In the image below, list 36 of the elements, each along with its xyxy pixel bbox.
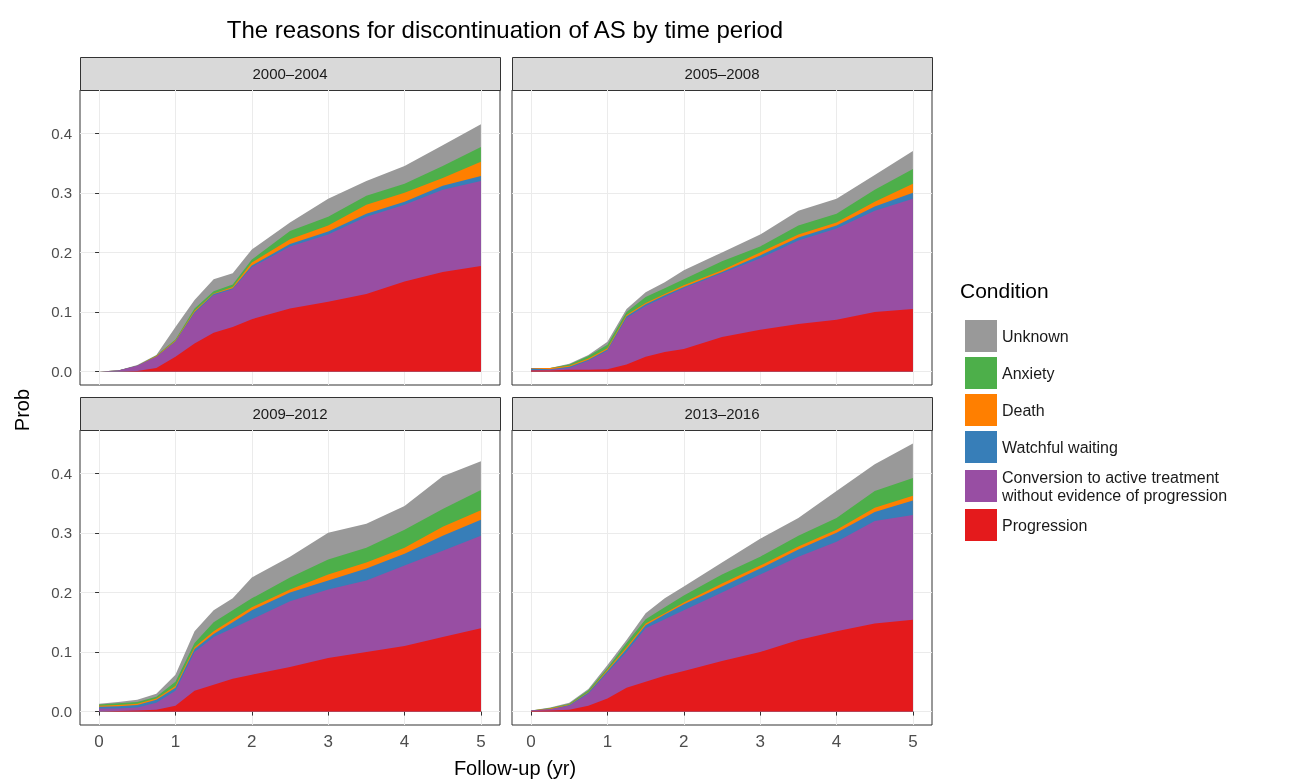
legend-label: Conversion to active treatment without evidence of progression (1001, 468, 1228, 504)
legend-title: Condition (960, 278, 1049, 302)
legend-label: Progression (1002, 516, 1088, 534)
x-tick-label: 4 (399, 732, 410, 751)
y-tick-label: 0.0 (51, 363, 72, 381)
x-tick-label: 2 (247, 732, 257, 751)
x-tick-label: 1 (170, 732, 181, 751)
x-axis-title: Follow-up (yr) (453, 757, 577, 779)
x-tick-label: 2 (679, 732, 689, 751)
chart-title: The reasons for discontinuation of AS by time period (226, 15, 784, 43)
x-tick-label: 0 (526, 732, 536, 751)
y-tick-label: 0.3 (51, 524, 72, 542)
y-tick-label: 0.0 (51, 703, 72, 721)
x-tick-label: 4 (831, 732, 842, 751)
x-tick-label: 5 (476, 732, 486, 751)
chart-subtitle: 2005–2008 (684, 65, 760, 82)
chart-subtitle: 2000–2004 (252, 65, 328, 82)
y-tick-label: 0.4 (51, 464, 72, 482)
legend-label: Unknown (1002, 327, 1069, 345)
x-tick-label: 1 (602, 732, 613, 751)
legend-label: Watchful waiting (1002, 438, 1118, 456)
y-tick-label: 0.3 (51, 184, 72, 202)
y-axis-title: Prob (11, 388, 33, 432)
chart-subtitle: 2009–2012 (252, 405, 328, 422)
x-tick-label: 3 (755, 732, 765, 751)
y-tick-label: 0.2 (51, 583, 72, 601)
y-tick-label: 0.1 (51, 643, 72, 661)
chart-subtitle: 2013–2016 (684, 405, 760, 422)
x-tick-label: 0 (94, 732, 104, 751)
y-tick-label: 0.2 (51, 243, 72, 261)
y-tick-label: 0.4 (51, 124, 72, 142)
y-tick-label: 0.1 (51, 303, 72, 321)
legend-label: Anxiety (1002, 364, 1055, 382)
x-tick-label: 5 (908, 732, 918, 751)
x-tick-label: 3 (323, 732, 333, 751)
legend-label: Death (1002, 401, 1045, 419)
